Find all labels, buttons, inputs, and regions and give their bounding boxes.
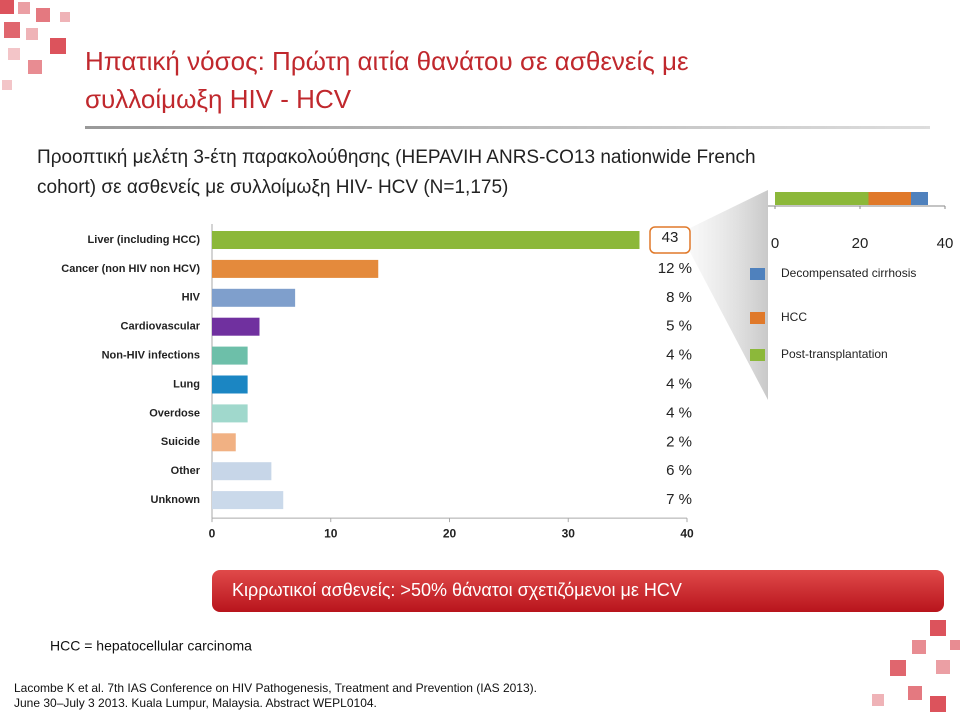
bar: [212, 433, 236, 452]
reference: June 30–July 3 2013. Kuala Lumpur, Malay…: [14, 696, 377, 710]
category-label: Non-HIV infections: [102, 350, 200, 362]
annotation: 4 %: [666, 404, 692, 421]
annotation-box: [649, 226, 691, 254]
bar: [212, 375, 248, 394]
x-tick-label: 20: [852, 235, 869, 252]
bar: [212, 346, 248, 365]
subtitle: Προοπτική μελέτη 3-έτη παρακολούθησης (H…: [37, 147, 756, 168]
subtitle: cohort) σε ασθενείς με συλλοίμωξη HIV- H…: [37, 177, 508, 198]
bar: [212, 491, 284, 510]
legend-label: Post-transplantation: [781, 347, 888, 361]
title-rule: [85, 126, 930, 129]
bar: [212, 259, 379, 278]
category-label: Lung: [173, 378, 200, 390]
bar-segment: [868, 192, 911, 205]
x-tick-label: 20: [443, 526, 457, 540]
x-tick-label: 10: [324, 526, 338, 540]
bar: [212, 404, 248, 423]
footnote: HCC = hepatocellular carcinoma: [50, 638, 252, 654]
callout-box: [212, 570, 944, 612]
category-label: Overdose: [149, 407, 200, 419]
category-label: Cardiovascular: [121, 321, 201, 333]
category-label: Cancer (non HIV non HCV): [61, 263, 200, 275]
bar: [212, 288, 296, 307]
annotation: 4 %: [666, 347, 692, 364]
annotation: 7 %: [666, 491, 692, 508]
title: Ηπατική νόσος: Πρώτη αιτία θανάτου σε ασ…: [85, 46, 689, 76]
category-label: HIV: [182, 292, 201, 304]
legend-swatch: [750, 349, 765, 361]
x-tick-label: 30: [562, 526, 576, 540]
annotation: 4 %: [666, 375, 692, 392]
title: συλλοίμωξη HIV - HCV: [85, 84, 352, 114]
bar: [212, 462, 272, 481]
annotation: 43: [662, 229, 679, 246]
callout-text: Κιρρωτικοί ασθενείς: >50% θάνατοι σχετιζ…: [232, 580, 682, 600]
x-tick-label: 0: [771, 235, 779, 252]
category-label: Suicide: [161, 436, 200, 448]
x-tick-label: 40: [937, 235, 954, 252]
bar-segment: [911, 192, 928, 205]
legend-label: HCC: [781, 310, 807, 324]
legend-label: Decompensated cirrhosis: [781, 266, 916, 280]
reference: Lacombe K et al. 7th IAS Conference on H…: [14, 681, 537, 695]
bar: [212, 231, 640, 249]
bar: [212, 317, 260, 336]
category-label: Unknown: [151, 494, 201, 506]
x-tick-label: 0: [209, 526, 216, 540]
annotation: 6 %: [666, 462, 692, 479]
annotation: 5 %: [666, 318, 692, 335]
category-label: Liver (including HCC): [88, 234, 201, 246]
annotation: 8 %: [666, 289, 692, 306]
zoom-wedge: [690, 190, 768, 400]
annotation: 12 %: [658, 260, 692, 277]
x-tick-label: 40: [680, 526, 694, 540]
legend-swatch: [750, 312, 765, 324]
category-label: Other: [171, 465, 201, 477]
bar-segment: [775, 192, 869, 205]
legend-swatch: [750, 268, 765, 280]
annotation: 2 %: [666, 433, 692, 450]
